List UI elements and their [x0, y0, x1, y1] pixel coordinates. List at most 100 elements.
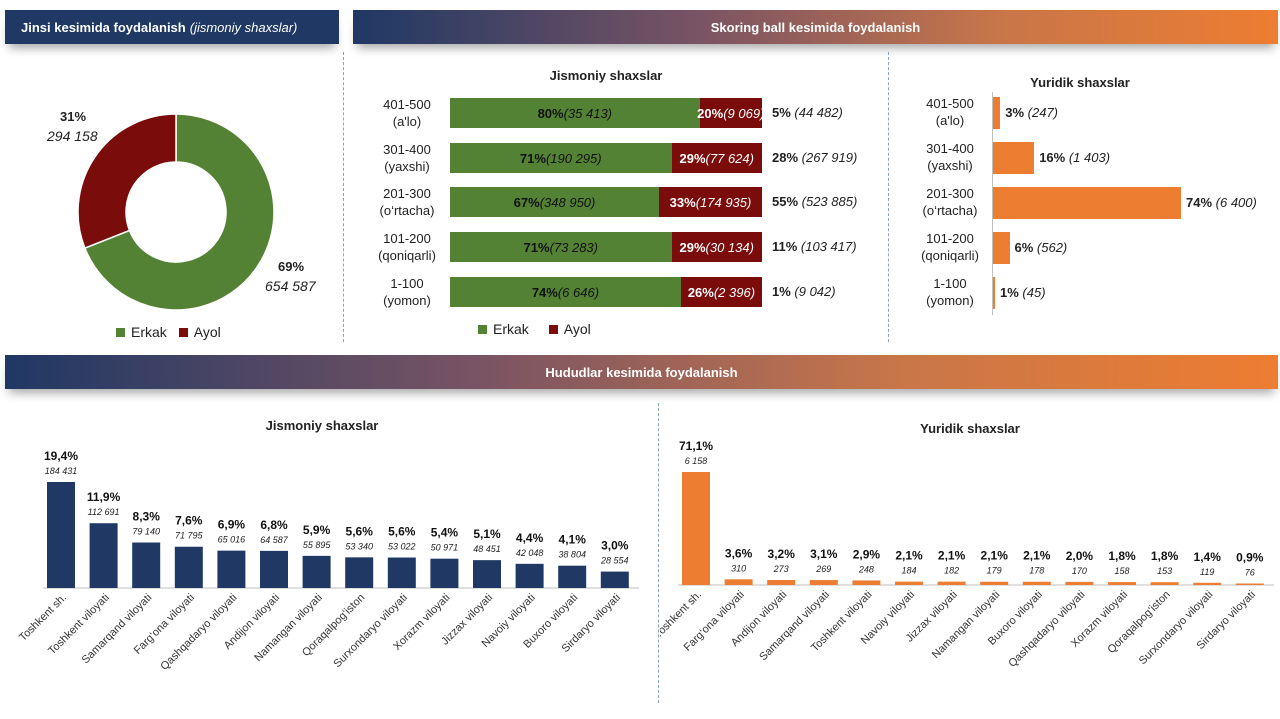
score-total-label: 11% (103 417): [772, 239, 857, 254]
region-percent-label: 1,8%: [1108, 549, 1136, 563]
region-value-label: 71 795: [175, 531, 204, 541]
region-value-label: 269: [815, 564, 831, 574]
region-value-label: 158: [1114, 566, 1129, 576]
score-range-text: 1-100: [390, 276, 424, 291]
scoring-individuals-title: Jismoniy shaxslar: [549, 68, 663, 83]
score-range-text: 301-400: [383, 142, 431, 157]
score-category-label: 201-300 (o‘rtacha): [362, 185, 452, 219]
region-value-label: 65 016: [218, 535, 246, 545]
region-percent-label: 8,3%: [133, 510, 161, 524]
region-value-label: 248: [858, 564, 874, 574]
regions-section-banner: Hududlar kesimida foydalanish: [5, 355, 1278, 389]
region-value-label: 55 895: [303, 540, 332, 550]
region-value-label: 273: [773, 564, 789, 574]
region-bar: [1108, 582, 1136, 585]
region-percent-label: 11,9%: [87, 490, 121, 504]
scoring-female-legend-label: Ayol: [563, 321, 591, 337]
legal-score-category-label: 401-500 (a'lo): [905, 95, 995, 129]
region-bar: [1150, 582, 1179, 585]
female-bar-segment: 20% (9 069): [697, 98, 764, 128]
region-percent-label: 5,9%: [303, 523, 331, 537]
percent-text: 1%: [772, 284, 791, 299]
region-bar: [937, 581, 966, 585]
percent-text: 29%: [679, 150, 706, 166]
region-value-label: 79 140: [132, 527, 160, 537]
region-value-label: 50 971: [431, 543, 459, 553]
male-bar-segment: 67% (348 950): [450, 187, 660, 217]
region-percent-label: 0,9%: [1236, 551, 1264, 565]
score-range-text: 401-500: [926, 96, 974, 111]
score-range-text: 1-100: [933, 276, 967, 291]
score-grade-text: (a'lo): [935, 113, 965, 128]
scoring-male-legend-label: Erkak: [493, 321, 529, 337]
region-percent-label: 5,4%: [431, 526, 459, 540]
legal-score-category-label: 1-100 (yomon): [905, 275, 995, 309]
percent-text: 74%: [531, 284, 558, 300]
count-text: (348 950): [539, 194, 596, 210]
regions-individuals-title: Jismoniy shaxslar: [265, 418, 379, 433]
region-category-label: Qashqadaryo viloyati: [1006, 589, 1087, 670]
percent-text: 26%: [687, 284, 714, 300]
count-text: (35 413): [563, 105, 613, 121]
score-stacked-bar: 71% (73 283) 29% (30 134): [450, 232, 762, 262]
region-category-label: Qashqadaryo viloyati: [158, 592, 239, 673]
percent-text: 16%: [1039, 150, 1066, 165]
region-bar: [895, 581, 923, 585]
count-text: (523 885): [798, 194, 858, 209]
score-range-text: 101-200: [926, 231, 974, 246]
region-value-label: 53 022: [388, 542, 416, 552]
female-bar-segment: 29% (77 624): [671, 143, 762, 173]
legal-score-value-label: 74% (6 400): [1186, 195, 1257, 210]
percent-text: 1%: [1000, 285, 1019, 300]
male-legend-swatch: [116, 327, 125, 337]
region-percent-label: 19,4%: [44, 449, 78, 463]
separator-scoring-legal: [888, 52, 889, 342]
score-grade-text: (a'lo): [392, 114, 422, 129]
region-value-label: 310: [731, 563, 746, 573]
male-slice: [83, 113, 275, 311]
legal-score-bar: [993, 97, 1001, 129]
region-value-label: 184: [901, 566, 916, 576]
score-grade-text: (qoniqarli): [921, 248, 979, 263]
region-bar: [217, 550, 246, 588]
region-percent-label: 1,4%: [1194, 550, 1222, 564]
count-text: (9 042): [790, 284, 836, 299]
score-grade-text: (qoniqarli): [378, 248, 436, 263]
score-grade-text: (o‘rtacha): [379, 203, 435, 218]
percent-text: 71%: [523, 239, 550, 255]
region-value-label: 64 587: [260, 535, 289, 545]
score-range-text: 301-400: [926, 141, 974, 156]
legal-score-category-label: 301-400 (yaxshi): [905, 140, 995, 174]
gender-section-banner: Jinsi kesimida foydalanish (jismoniy sha…: [5, 10, 339, 44]
legal-score-bar: [993, 187, 1181, 219]
count-text: (174 935): [695, 194, 752, 210]
region-percent-label: 6,9%: [218, 518, 246, 532]
percent-text: 67%: [513, 194, 540, 210]
region-percent-label: 2,1%: [981, 549, 1009, 563]
region-value-label: 28 554: [600, 556, 629, 566]
region-percent-label: 3,2%: [768, 547, 796, 561]
score-category-label: 401-500 (a'lo): [362, 96, 452, 130]
count-text: (30 134): [705, 239, 754, 255]
male-legend-label: Erkak: [131, 324, 167, 340]
percent-text: 3%: [1005, 105, 1025, 120]
count-text: (562): [1033, 240, 1068, 255]
scoring-legend: Erkak Ayol: [478, 321, 591, 337]
score-grade-text: (o‘rtacha): [922, 203, 978, 218]
percent-text: 55%: [772, 194, 799, 209]
score-category-label: 301-400 (yaxshi): [362, 141, 452, 175]
region-percent-label: 71,1%: [679, 439, 713, 453]
score-range-text: 201-300: [926, 186, 974, 201]
percent-text: 5%: [772, 105, 791, 120]
legal-score-value-label: 6% (562): [1015, 240, 1068, 255]
count-text: (1 403): [1065, 150, 1111, 165]
region-percent-label: 4,4%: [516, 531, 544, 545]
region-value-label: 53 340: [345, 541, 373, 551]
region-percent-label: 5,6%: [388, 525, 416, 539]
region-value-label: 6 158: [685, 456, 708, 466]
region-percent-label: 3,1%: [810, 547, 838, 561]
female-bar-segment: 33% (174 935): [659, 187, 762, 217]
score-total-label: 28% (267 919): [772, 150, 857, 165]
male-percent-label: 69%: [278, 259, 305, 274]
